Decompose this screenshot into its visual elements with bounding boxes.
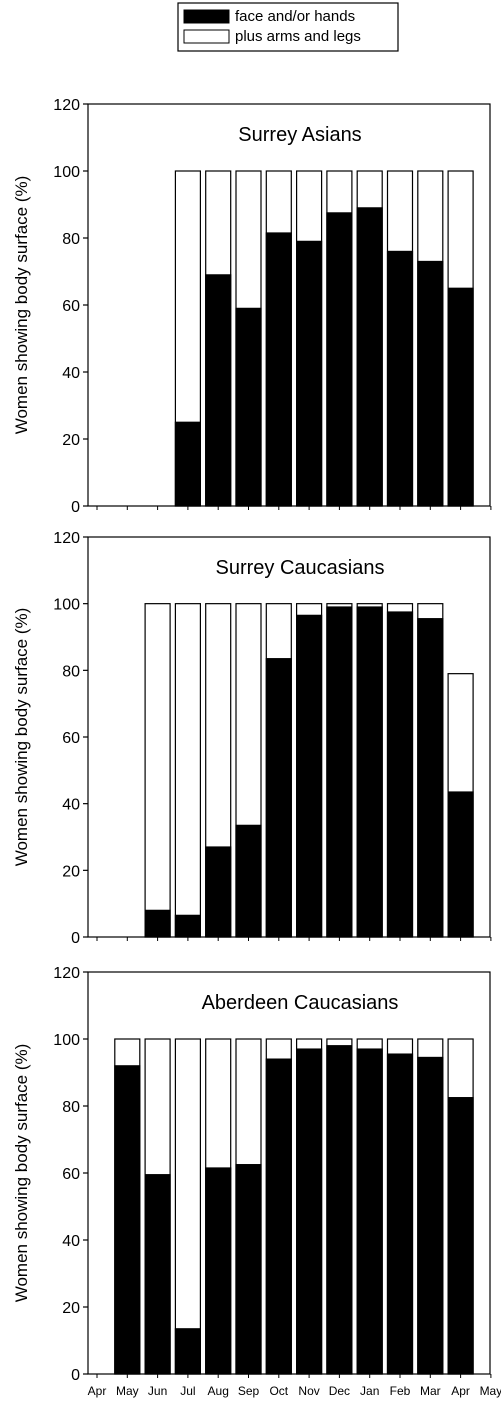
x-tick-label: Jan: [360, 1384, 379, 1398]
chart-title: Aberdeen Caucasians: [202, 992, 399, 1014]
y-tick-label: 0: [71, 1367, 80, 1384]
bar-face-hands-aug: [205, 846, 232, 938]
bar-face-hands-jun: [144, 909, 171, 938]
legend-label-face-hands: face and/or hands: [235, 8, 355, 25]
x-tick-label: May: [480, 1384, 501, 1398]
bar-plus-arms-legs-jul: [174, 603, 201, 938]
x-tick-label: Sep: [238, 1384, 260, 1398]
bar-face-hands-mar: [417, 1056, 444, 1375]
bar-face-hands-apr: [447, 791, 474, 938]
x-tick-label: May: [116, 1384, 139, 1398]
y-tick-label: 40: [62, 797, 80, 814]
y-tick-label: 120: [53, 965, 80, 982]
bar-face-hands-jan: [356, 1048, 383, 1375]
x-tick-label: Apr: [451, 1384, 470, 1398]
y-tick-label: 20: [62, 863, 80, 880]
bar-face-hands-mar: [417, 618, 444, 938]
y-tick-label: 100: [53, 164, 80, 181]
y-tick-label: 0: [71, 930, 80, 947]
bar-face-hands-dec: [326, 606, 353, 938]
x-tick-label: Feb: [390, 1384, 411, 1398]
bar-face-hands-nov: [296, 614, 323, 938]
bar-face-hands-oct: [265, 1058, 292, 1375]
bar-face-hands-apr: [447, 1097, 474, 1375]
chart-title: Surrey Asians: [238, 124, 361, 146]
y-axis-label: Women showing body surface (%): [12, 608, 31, 867]
legend-swatch-face-hands: [183, 9, 230, 24]
bar-face-hands-apr: [447, 287, 474, 507]
chart-title: Surrey Caucasians: [216, 557, 385, 579]
y-tick-label: 120: [53, 530, 80, 547]
chart-panel-1: 0 20 40 60 80 100 120 Women showing body surfac…: [12, 97, 492, 516]
bar-face-hands-dec: [326, 212, 353, 507]
y-axis-label: Women showing body surface (%): [12, 176, 31, 435]
legend-swatch-arms-legs: [183, 29, 230, 44]
y-tick-label: 60: [62, 1166, 80, 1183]
y-tick-label: 40: [62, 365, 80, 382]
y-tick-label: 120: [53, 97, 80, 114]
x-tick-label: Dec: [329, 1384, 350, 1398]
bar-face-hands-feb: [386, 611, 414, 938]
y-tick-label: 20: [62, 1300, 80, 1317]
bar-face-hands-feb: [386, 1053, 414, 1375]
bar-face-hands-jan: [356, 207, 383, 507]
bar-face-hands-jan: [356, 606, 383, 938]
bar-face-hands-jul: [174, 421, 201, 507]
bar-face-hands-jul: [174, 914, 201, 938]
y-tick-label: 60: [62, 298, 80, 315]
bar-face-hands-aug: [205, 274, 232, 507]
y-tick-label: 100: [53, 597, 80, 614]
bar-face-hands-sep: [235, 1164, 262, 1375]
bar-plus-arms-legs-jul: [174, 1038, 201, 1375]
x-tick-label: Apr: [88, 1384, 107, 1398]
y-tick-label: 80: [62, 231, 80, 248]
bar-face-hands-oct: [265, 232, 292, 507]
x-tick-label: Jun: [148, 1384, 167, 1398]
bar-plus-arms-legs-jun: [144, 603, 171, 938]
x-tick-label: Nov: [298, 1384, 319, 1398]
bar-face-hands-nov: [296, 240, 323, 507]
bar-face-hands-mar: [417, 260, 444, 507]
bar-face-hands-sep: [235, 824, 262, 938]
y-tick-label: 60: [62, 730, 80, 747]
bar-face-hands-jul: [174, 1328, 201, 1375]
bar-face-hands-dec: [326, 1045, 353, 1375]
y-tick-label: 40: [62, 1233, 80, 1250]
bar-face-hands-may: [114, 1065, 141, 1375]
x-tick-label: Mar: [420, 1384, 441, 1398]
x-tick-label: Aug: [208, 1384, 229, 1398]
y-tick-label: 20: [62, 432, 80, 449]
legend: face and/or hands plus arms and legs: [177, 2, 399, 52]
y-axis-label: Women showing body surface (%): [12, 1044, 31, 1303]
x-tick-label: Oct: [269, 1384, 288, 1398]
y-tick-label: 80: [62, 663, 80, 680]
bar-face-hands-jun: [144, 1174, 171, 1375]
y-tick-label: 80: [62, 1099, 80, 1116]
x-tick-label: Jul: [180, 1384, 195, 1398]
legend-label-arms-legs: plus arms and legs: [235, 28, 361, 45]
bar-face-hands-sep: [235, 307, 262, 507]
bar-face-hands-feb: [386, 250, 414, 507]
chart-panel-2: 0 20 40 60 80 100 120 Women showing body surfac…: [12, 530, 492, 947]
bar-face-hands-nov: [296, 1048, 323, 1375]
chart-panel-3: 0 20 40 60 80 100 120 Women showing body surfac…: [12, 965, 501, 1398]
bar-face-hands-aug: [205, 1167, 232, 1375]
y-tick-label: 0: [71, 499, 80, 516]
bar-face-hands-oct: [265, 658, 292, 938]
y-tick-label: 100: [53, 1032, 80, 1049]
chart-panels: 0 20 40 60 80 100 120 Women showing body surfac…: [12, 97, 501, 1398]
